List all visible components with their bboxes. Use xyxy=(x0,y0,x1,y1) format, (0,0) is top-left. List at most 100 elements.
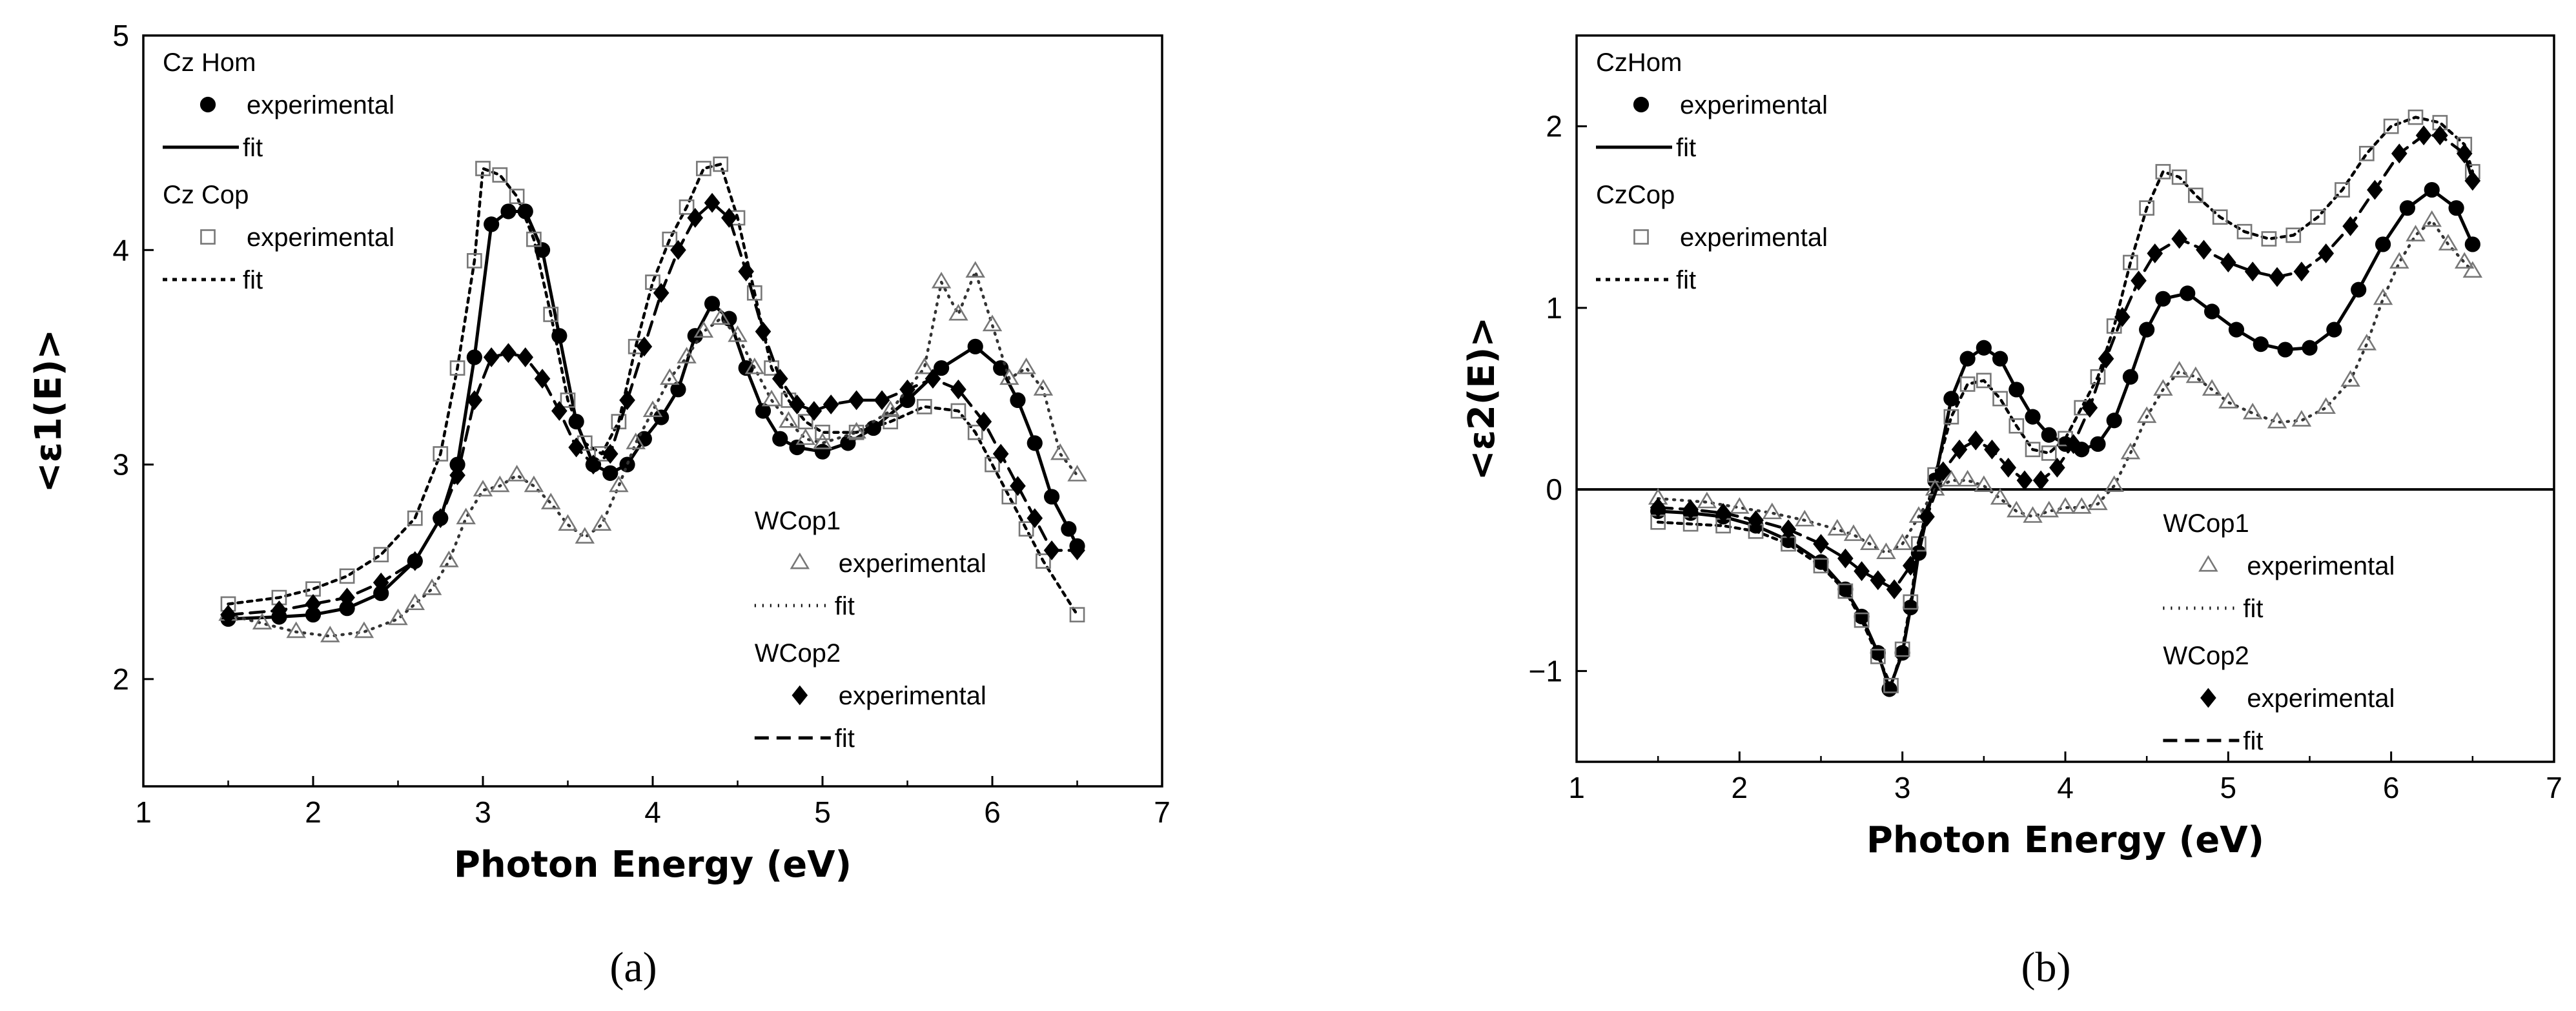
series-wcop1 xyxy=(1648,210,2483,560)
y-tick-label: 1 xyxy=(1546,291,1562,325)
y-tick-label: −1 xyxy=(1529,654,1562,688)
data-point xyxy=(934,360,950,376)
data-point xyxy=(2055,497,2076,514)
data-point xyxy=(2285,227,2302,243)
data-point xyxy=(880,400,901,417)
data-point xyxy=(2041,427,2057,443)
data-point xyxy=(636,336,653,357)
data-point xyxy=(2291,410,2312,427)
data-point xyxy=(320,626,340,642)
data-point xyxy=(475,161,491,176)
data-point xyxy=(558,514,578,531)
data-point xyxy=(432,508,449,529)
data-point xyxy=(1813,534,1829,554)
data-point xyxy=(814,444,831,460)
data-point xyxy=(2399,200,2415,216)
data-point xyxy=(509,189,525,205)
data-point xyxy=(2025,442,2041,458)
data-point xyxy=(2136,406,2157,424)
data-point xyxy=(2310,209,2326,225)
legend-exp-label: experimental xyxy=(247,223,394,252)
data-point xyxy=(305,607,322,623)
data-point xyxy=(585,454,602,475)
legend-cz-hom: Cz Hom experimental fit xyxy=(163,48,394,162)
data-point xyxy=(2081,398,2098,418)
data-point xyxy=(534,369,551,389)
data-point xyxy=(965,261,985,278)
legend-exp-label: experimental xyxy=(1680,91,1828,119)
data-point xyxy=(1883,678,1899,693)
data-point xyxy=(967,338,983,354)
data-point xyxy=(679,199,695,215)
data-point xyxy=(1854,561,1870,582)
panel-label: (b) xyxy=(2021,944,2071,991)
data-point xyxy=(2204,303,2220,320)
data-point xyxy=(899,379,915,400)
data-point xyxy=(1018,521,1034,537)
data-point xyxy=(466,390,483,411)
data-point xyxy=(1870,570,1886,591)
data-point xyxy=(407,510,423,526)
data-point xyxy=(710,308,731,325)
legend-exp-label: experimental xyxy=(839,682,986,710)
legend-group-title: CzCop xyxy=(1596,181,1675,209)
data-point xyxy=(948,303,968,321)
data-point xyxy=(220,604,236,625)
data-point xyxy=(1061,521,1077,537)
data-point xyxy=(2088,493,2108,511)
data-point xyxy=(1992,351,2009,367)
series-czcop xyxy=(1650,109,2480,693)
data-point xyxy=(687,208,704,228)
data-point xyxy=(1902,555,1919,576)
data-point xyxy=(2383,118,2399,134)
legend-fit-label: fit xyxy=(835,592,855,620)
data-point xyxy=(848,390,864,411)
data-point xyxy=(1762,502,1783,520)
data-point xyxy=(2456,143,2473,164)
data-point xyxy=(2335,182,2350,198)
x-tick-label: 6 xyxy=(984,795,1001,829)
data-point xyxy=(1854,612,1870,628)
data-point xyxy=(779,411,799,428)
data-point xyxy=(2326,322,2342,338)
data-point xyxy=(1859,533,1880,550)
data-point xyxy=(1886,579,1903,600)
data-point xyxy=(433,446,449,462)
data-point xyxy=(2090,436,2106,452)
data-point xyxy=(1919,506,1935,527)
data-point xyxy=(373,547,389,562)
legend-marker xyxy=(200,229,216,245)
legend-wcop1: WCop1 experimental fit xyxy=(754,507,986,620)
y-axis-label: <ε2(E)> xyxy=(1461,317,1503,480)
data-point xyxy=(1876,542,1896,560)
data-point xyxy=(507,464,527,482)
series-wcop2 xyxy=(1650,125,2481,600)
x-tick-label: 7 xyxy=(1154,795,1170,829)
data-point xyxy=(738,261,754,281)
data-point xyxy=(456,507,476,525)
x-tick-label: 4 xyxy=(644,795,661,829)
data-point xyxy=(449,465,465,485)
data-point xyxy=(2375,236,2391,252)
fit-line xyxy=(227,270,1079,638)
data-point xyxy=(755,403,772,419)
data-point xyxy=(2253,336,2269,352)
legend-exp-label: experimental xyxy=(247,91,394,119)
y-tick-label: 5 xyxy=(112,19,129,52)
data-point xyxy=(540,493,561,509)
data-point xyxy=(500,203,516,220)
x-tick-label: 1 xyxy=(135,795,152,829)
plot-frame xyxy=(1575,34,2555,763)
data-point xyxy=(764,360,779,376)
legend-marker xyxy=(790,552,810,569)
legend-group-title: CzHom xyxy=(1596,48,1682,77)
data-point xyxy=(388,608,408,626)
data-point xyxy=(2007,500,2027,518)
data-point xyxy=(271,600,287,620)
data-point xyxy=(1984,439,2000,460)
data-point xyxy=(2432,125,2448,146)
legend-group-title: Cz Cop xyxy=(163,181,249,209)
data-point xyxy=(2389,252,2409,269)
data-point xyxy=(2438,234,2458,250)
data-point xyxy=(1967,430,1984,451)
